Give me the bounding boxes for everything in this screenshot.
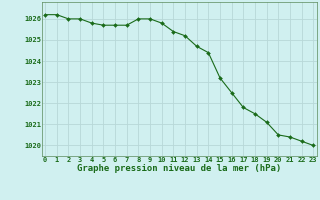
X-axis label: Graphe pression niveau de la mer (hPa): Graphe pression niveau de la mer (hPa) [77,164,281,173]
